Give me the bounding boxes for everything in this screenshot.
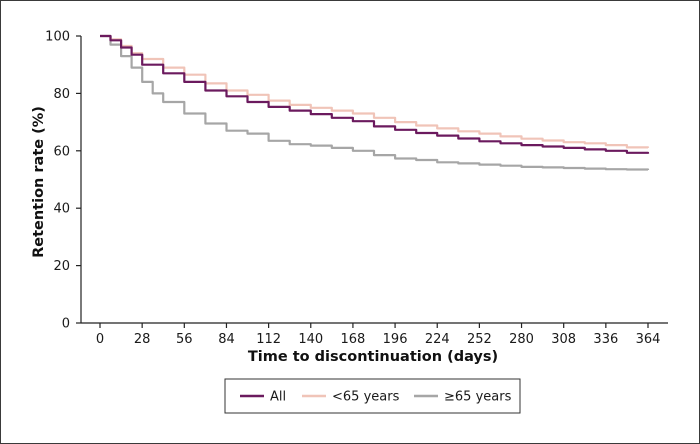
series-line <box>100 34 650 149</box>
legend-label: All <box>270 390 286 405</box>
x-tick-label: 56 <box>176 332 193 347</box>
x-axis-ticks: 0 28 56 84 112 140 168 196 224 252 280 308 336 364 <box>96 323 661 347</box>
x-tick-label: 112 <box>256 332 281 347</box>
legend-label: ≥65 years <box>444 390 512 405</box>
x-tick-label: 280 <box>509 332 534 347</box>
legend-label: <65 years <box>332 390 400 405</box>
y-tick-label: 20 <box>53 259 70 274</box>
x-tick-label: 84 <box>218 332 235 347</box>
axes <box>80 36 668 324</box>
x-tick-label: 252 <box>467 332 492 347</box>
y-tick-label: 60 <box>53 144 70 159</box>
series-line <box>100 34 650 171</box>
y-tick-label: 80 <box>53 87 70 102</box>
x-tick-label: 28 <box>134 332 151 347</box>
y-axis-title: Retention rate (%) <box>31 106 47 258</box>
x-tick-label: 224 <box>425 332 450 347</box>
x-tick-label: 196 <box>383 332 408 347</box>
x-tick-label: 336 <box>593 332 618 347</box>
y-tick-label: 40 <box>53 202 70 217</box>
x-tick-label: 0 <box>96 332 104 347</box>
series-line <box>100 34 650 154</box>
legend: All <65 years ≥65 years <box>224 378 521 414</box>
x-axis-title: Time to discontinuation (days) <box>248 349 498 365</box>
legend-box <box>224 378 521 414</box>
y-tick-label: 0 <box>62 317 70 332</box>
y-axis-ticks: 0 20 40 60 80 100 <box>45 30 81 332</box>
y-tick-label: 100 <box>45 30 70 45</box>
x-tick-label: 140 <box>298 332 323 347</box>
x-tick-label: 168 <box>341 332 366 347</box>
x-tick-label: 308 <box>551 332 576 347</box>
series-lines <box>100 34 650 171</box>
x-tick-label: 364 <box>636 332 661 347</box>
